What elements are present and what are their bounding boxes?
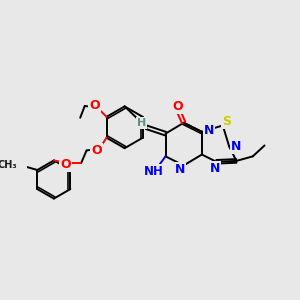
Text: N: N [175, 164, 185, 176]
Text: N: N [209, 162, 220, 175]
Text: O: O [172, 100, 183, 113]
Text: N: N [231, 140, 242, 153]
Text: H: H [137, 118, 146, 128]
Text: N: N [204, 124, 214, 136]
Text: O: O [89, 99, 100, 112]
Text: CH₃: CH₃ [0, 160, 17, 170]
Text: O: O [60, 158, 71, 172]
Text: O: O [91, 144, 102, 157]
Text: S: S [222, 115, 231, 128]
Text: NH: NH [144, 165, 164, 178]
